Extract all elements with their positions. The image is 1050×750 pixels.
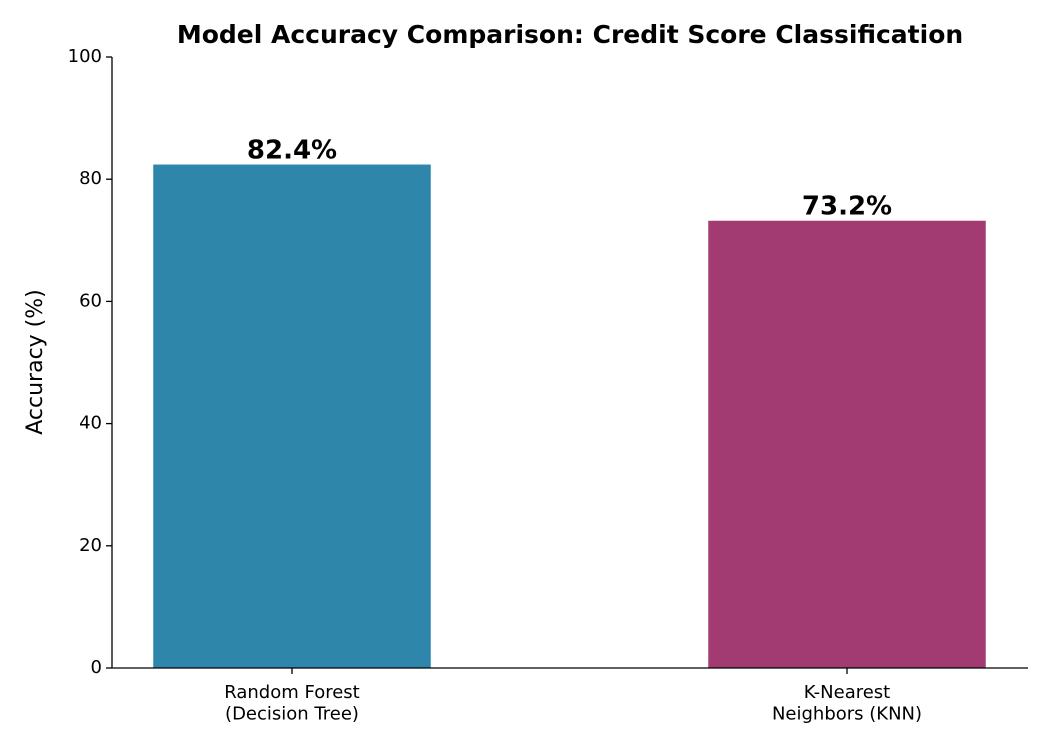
bar	[708, 220, 986, 669]
y-tick-label: 40	[79, 413, 102, 434]
y-axis-label: Accuracy (%)	[23, 289, 48, 435]
value-label: 82.4%	[247, 136, 337, 166]
x-tick-label: K-Nearest Neighbors (KNN)	[772, 682, 922, 725]
y-tick-label: 100	[68, 46, 102, 67]
y-tick-label: 20	[79, 535, 102, 556]
chart-title: Model Accuracy Comparison: Credit Score …	[177, 20, 963, 49]
bar	[153, 164, 431, 668]
y-tick-label: 60	[79, 290, 102, 311]
y-tick-label: 0	[91, 657, 102, 678]
value-label: 73.2%	[802, 192, 892, 222]
y-tick-label: 80	[79, 168, 102, 189]
x-tick-label: Random Forest (Decision Tree)	[224, 682, 359, 725]
